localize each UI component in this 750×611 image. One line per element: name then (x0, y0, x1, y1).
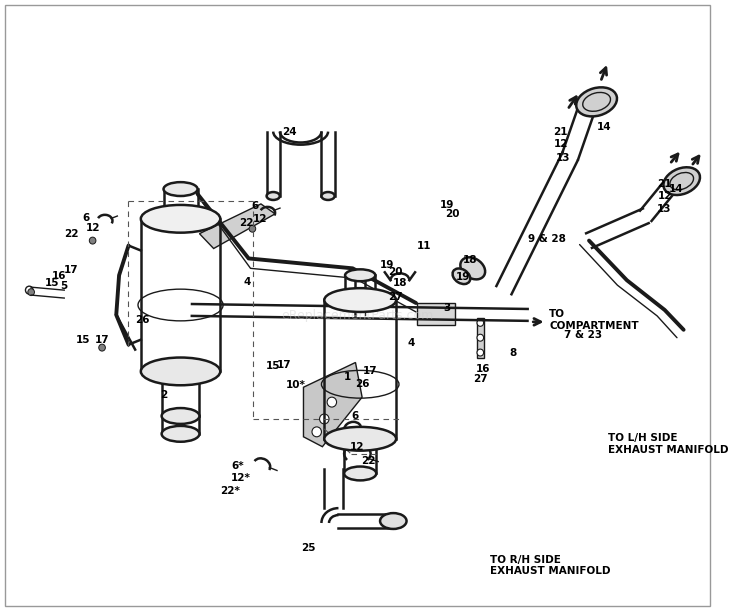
Circle shape (249, 225, 256, 232)
Text: 12: 12 (658, 191, 672, 201)
Text: 12: 12 (86, 223, 100, 233)
Ellipse shape (576, 87, 617, 117)
Text: 20: 20 (388, 267, 403, 277)
Circle shape (477, 334, 484, 341)
Text: 1: 1 (344, 372, 352, 382)
Circle shape (26, 286, 33, 294)
Ellipse shape (322, 192, 334, 200)
Text: 16: 16 (476, 364, 490, 375)
Ellipse shape (345, 269, 375, 281)
Ellipse shape (162, 426, 200, 442)
Text: TO
COMPARTMENT: TO COMPARTMENT (549, 309, 639, 331)
Text: 13: 13 (555, 153, 570, 163)
Ellipse shape (162, 408, 200, 424)
Text: 6: 6 (252, 201, 259, 211)
Text: 19: 19 (440, 200, 454, 210)
Text: 6: 6 (351, 411, 358, 421)
Circle shape (312, 427, 322, 437)
Circle shape (477, 349, 484, 356)
Circle shape (327, 397, 337, 407)
Text: 22: 22 (362, 456, 376, 466)
Text: 15: 15 (266, 362, 280, 371)
Text: 19: 19 (380, 260, 394, 271)
Text: 9 & 28: 9 & 28 (527, 233, 566, 244)
Ellipse shape (380, 513, 406, 529)
Text: 12: 12 (350, 442, 364, 452)
Text: TO L/H SIDE
EXHAUST MANIFOLD: TO L/H SIDE EXHAUST MANIFOLD (608, 433, 728, 455)
Ellipse shape (164, 182, 197, 196)
Text: 22: 22 (239, 218, 254, 228)
Ellipse shape (141, 357, 220, 386)
Text: 6: 6 (82, 213, 89, 223)
Text: 19: 19 (456, 273, 470, 282)
Text: 18: 18 (463, 255, 477, 265)
Text: 21: 21 (554, 126, 568, 137)
Text: 2: 2 (160, 390, 167, 400)
Ellipse shape (452, 268, 470, 284)
Text: 12: 12 (253, 214, 267, 224)
Text: 27: 27 (388, 292, 403, 302)
Text: 12: 12 (554, 139, 568, 150)
Ellipse shape (266, 192, 280, 200)
Polygon shape (200, 204, 275, 249)
Text: 16: 16 (53, 271, 67, 281)
Text: 27: 27 (473, 375, 488, 384)
Text: 18: 18 (393, 278, 407, 288)
Text: 11: 11 (416, 241, 430, 251)
Circle shape (28, 288, 34, 296)
Circle shape (477, 320, 484, 326)
Text: 24: 24 (282, 126, 296, 137)
Text: 22*: 22* (220, 486, 240, 496)
Text: 20: 20 (445, 209, 459, 219)
Circle shape (320, 414, 329, 424)
Text: 17: 17 (64, 265, 78, 276)
Text: 15: 15 (45, 278, 59, 288)
Text: 17: 17 (94, 335, 110, 345)
Ellipse shape (344, 467, 376, 480)
Text: TO R/H SIDE
EXHAUST MANIFOLD: TO R/H SIDE EXHAUST MANIFOLD (490, 555, 610, 576)
Ellipse shape (460, 257, 485, 279)
Text: 13: 13 (656, 204, 671, 214)
Circle shape (467, 262, 472, 268)
Text: 10*: 10* (286, 380, 306, 390)
Bar (417, 303, 454, 325)
Text: 26: 26 (355, 379, 369, 389)
Text: 7 & 23: 7 & 23 (564, 330, 602, 340)
Text: eReplacementParts.com: eReplacementParts.com (281, 309, 434, 322)
Text: 12*: 12* (231, 474, 251, 483)
Text: 3: 3 (443, 303, 451, 313)
Text: 21: 21 (658, 179, 672, 189)
Text: 26: 26 (136, 315, 150, 325)
Ellipse shape (664, 167, 700, 195)
Polygon shape (304, 362, 362, 447)
Text: 6*: 6* (231, 461, 244, 470)
Ellipse shape (141, 205, 220, 233)
Text: 14: 14 (597, 122, 611, 131)
Circle shape (467, 270, 472, 276)
Text: 5: 5 (61, 281, 68, 291)
Bar (476, 318, 484, 357)
Text: 22: 22 (64, 229, 79, 239)
Text: 4: 4 (243, 277, 250, 287)
Ellipse shape (324, 427, 396, 451)
Text: 8: 8 (510, 348, 517, 357)
Text: 25: 25 (301, 543, 316, 553)
Text: 17: 17 (362, 367, 377, 376)
Circle shape (89, 237, 96, 244)
Ellipse shape (324, 288, 396, 312)
Text: 15: 15 (76, 335, 91, 345)
Text: 14: 14 (669, 184, 683, 194)
Circle shape (99, 344, 105, 351)
Text: 4: 4 (407, 338, 415, 348)
Text: 17: 17 (278, 360, 292, 370)
